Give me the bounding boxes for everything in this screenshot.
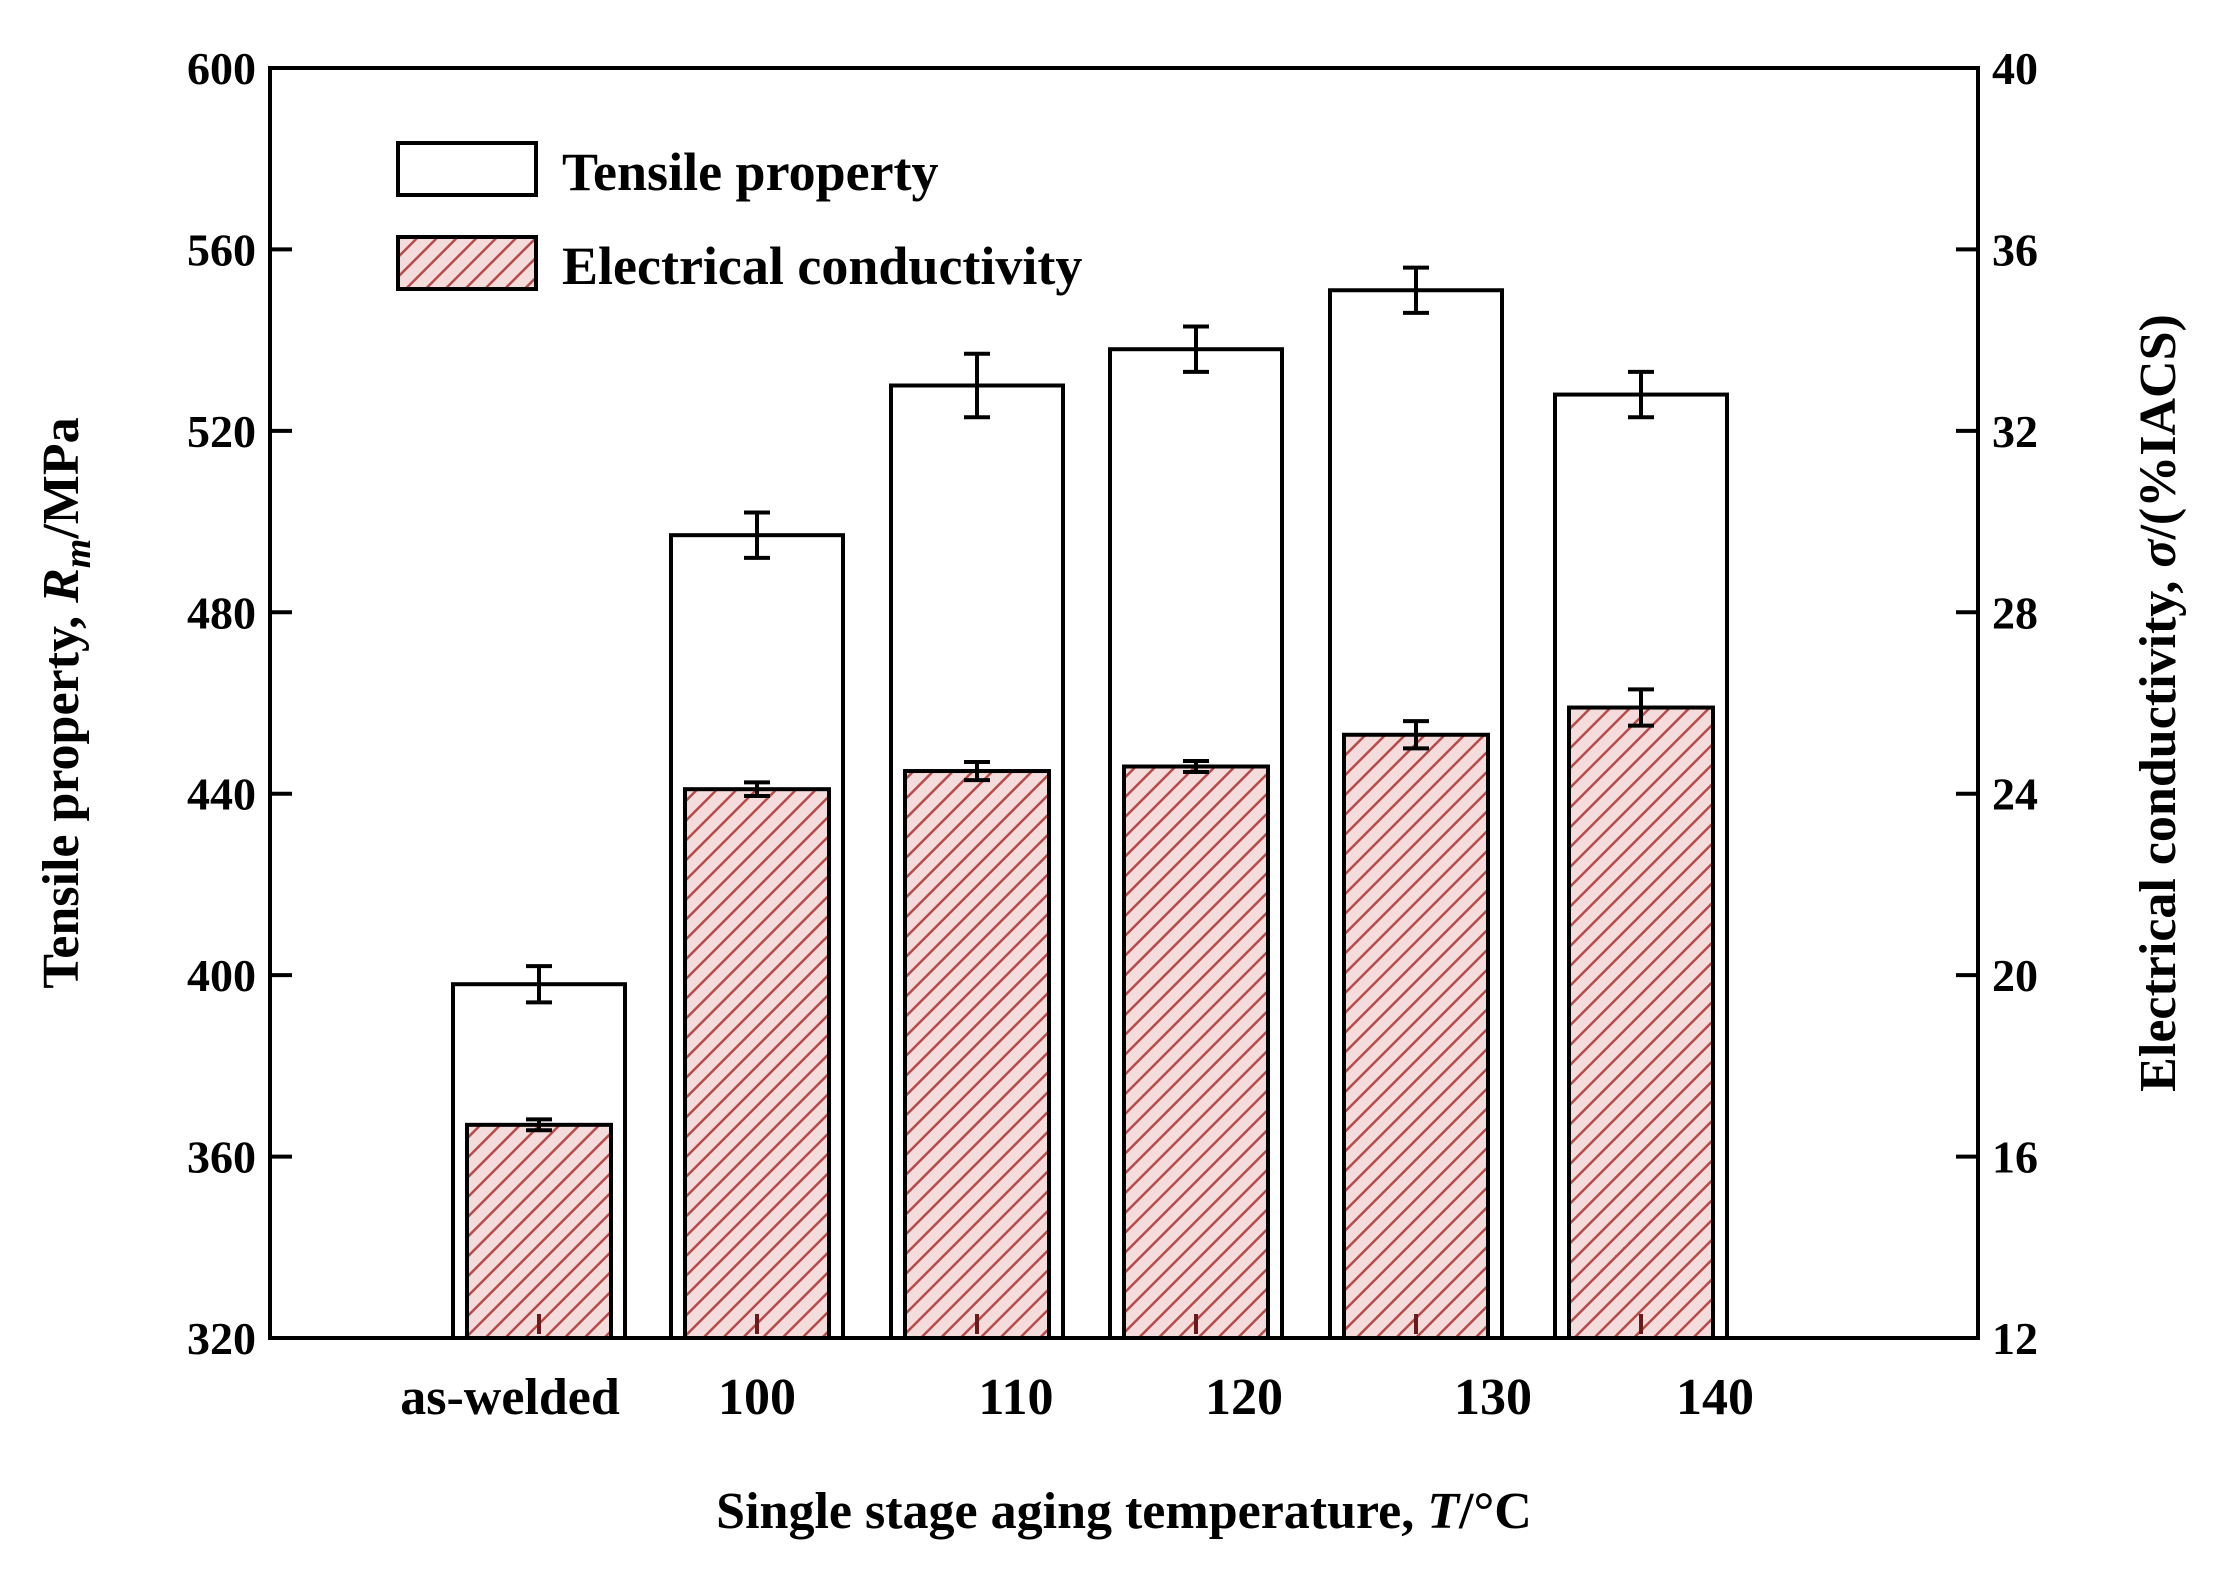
x-tick-label: 120 <box>1205 1369 1283 1426</box>
x-tick-label: 140 <box>1676 1369 1754 1426</box>
x-tick-label: as-welded <box>400 1369 620 1426</box>
legend: Tensile property Electrical conductivity <box>396 141 1082 296</box>
right-tick-label: 32 <box>1992 406 2038 457</box>
left-tick-label: 320 <box>187 1313 256 1364</box>
left-tick-label: 520 <box>187 406 256 457</box>
left-tick-label: 440 <box>187 769 256 820</box>
error-bars <box>526 265 1654 1334</box>
tensile-error-bar <box>1183 324 1209 374</box>
legend-swatch-conductivity <box>396 235 538 291</box>
legend-label-tensile: Tensile property <box>562 142 939 202</box>
left-axis-title: Tensile property, Rm/MPa <box>33 417 99 988</box>
right-tick-label: 20 <box>1992 950 2038 1001</box>
left-axis: 320 360 400 440 480 520 560 600 <box>187 43 292 1364</box>
left-tick-label: 480 <box>187 587 256 638</box>
conductivity-error-bar <box>1183 759 1209 774</box>
right-axis-title: Electrical conductivity, σ/(%IACS) <box>2130 314 2187 1092</box>
conductivity-bar <box>465 1122 613 1340</box>
conductivity-bar <box>903 769 1051 1340</box>
plot-frame <box>268 66 1980 1340</box>
x-tick-label: 100 <box>718 1369 796 1426</box>
tensile-error-bar <box>1628 369 1654 420</box>
tensile-error-bar <box>526 964 552 1005</box>
conductivity-error-bar <box>744 780 770 798</box>
conductivity-bar <box>1122 764 1270 1340</box>
conductivity-bar <box>1342 732 1490 1340</box>
right-tick-label: 24 <box>1992 769 2038 820</box>
tensile-error-bar <box>964 351 990 420</box>
right-tick-label: 16 <box>1992 1132 2038 1183</box>
conductivity-error-bar <box>964 759 990 783</box>
tensile-error-bar <box>744 510 770 560</box>
left-tick-label: 600 <box>187 43 256 94</box>
tensile-error-bar <box>1403 265 1429 315</box>
right-tick-label: 36 <box>1992 224 2038 275</box>
x-axis-categories: as-welded 100 110 120 130 140 <box>400 1369 1754 1426</box>
legend-label-conductivity: Electrical conductivity <box>562 236 1082 296</box>
right-tick-label: 28 <box>1992 587 2038 638</box>
left-tick-label: 360 <box>187 1132 256 1183</box>
left-tick-label: 400 <box>187 950 256 1001</box>
tensile-bars <box>451 288 1729 1341</box>
right-axis: 12 16 20 24 28 32 36 40 <box>1956 43 2038 1364</box>
right-tick-label: 40 <box>1992 43 2038 94</box>
conductivity-error-bar <box>526 1117 552 1133</box>
conductivity-bar <box>1567 705 1715 1340</box>
legend-swatch-tensile <box>396 141 538 197</box>
right-tick-label: 12 <box>1992 1313 2038 1364</box>
x-tick-label: 110 <box>978 1369 1053 1426</box>
x-axis-title: Single stage aging temperature, T/°C <box>716 1483 1532 1540</box>
conductivity-bar <box>683 787 831 1340</box>
conductivity-error-bar <box>1403 719 1429 751</box>
x-tick-label: 130 <box>1454 1369 1532 1426</box>
conductivity-error-bar <box>1628 687 1654 728</box>
conductivity-bars <box>465 705 1715 1340</box>
left-tick-label: 560 <box>187 224 256 275</box>
